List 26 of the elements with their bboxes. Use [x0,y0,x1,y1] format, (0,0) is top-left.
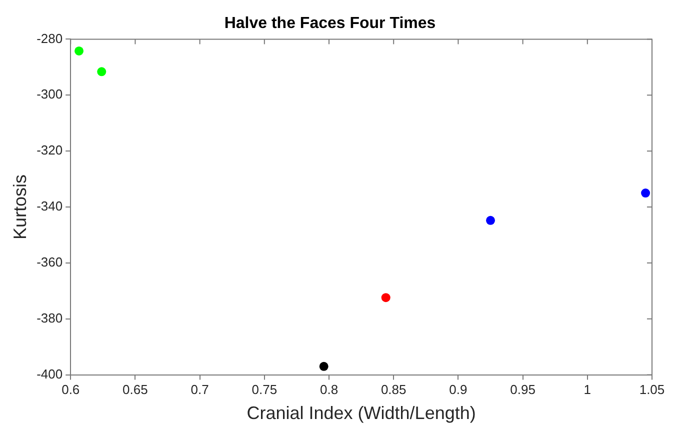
y-axis-title: Kurtosis [10,174,30,240]
point [319,362,328,371]
y-tick-label: -320 [36,142,63,158]
y-tick-label: -400 [36,366,63,382]
x-tick-label: 1 [584,382,592,398]
point [97,67,106,76]
x-tick-label: 0.7 [190,382,209,398]
point [381,293,390,302]
x-tick-label: 0.6 [62,382,80,398]
x-tick-label: 0.75 [252,382,278,398]
x-axis-title: Cranial Index (Width/Length) [246,403,476,424]
point [641,188,650,198]
x-tick-label: 0.9 [449,382,468,398]
y-tick-label: -340 [36,198,63,214]
x-tick-label: 0.65 [122,382,148,398]
x-tick-label: 0.85 [380,382,406,398]
point [486,216,496,225]
x-tick-label: 0.95 [510,382,536,398]
chart-title: Halve the Faces Four Times [224,15,436,32]
y-tick-label: -360 [36,254,63,270]
x-tick-label: 1.05 [639,382,665,398]
y-tick-label: -380 [36,310,63,326]
point [74,46,84,56]
x-tick-label: 0.8 [320,382,338,398]
y-tick-label: -280 [36,30,63,46]
y-tick-label: -300 [36,86,63,102]
